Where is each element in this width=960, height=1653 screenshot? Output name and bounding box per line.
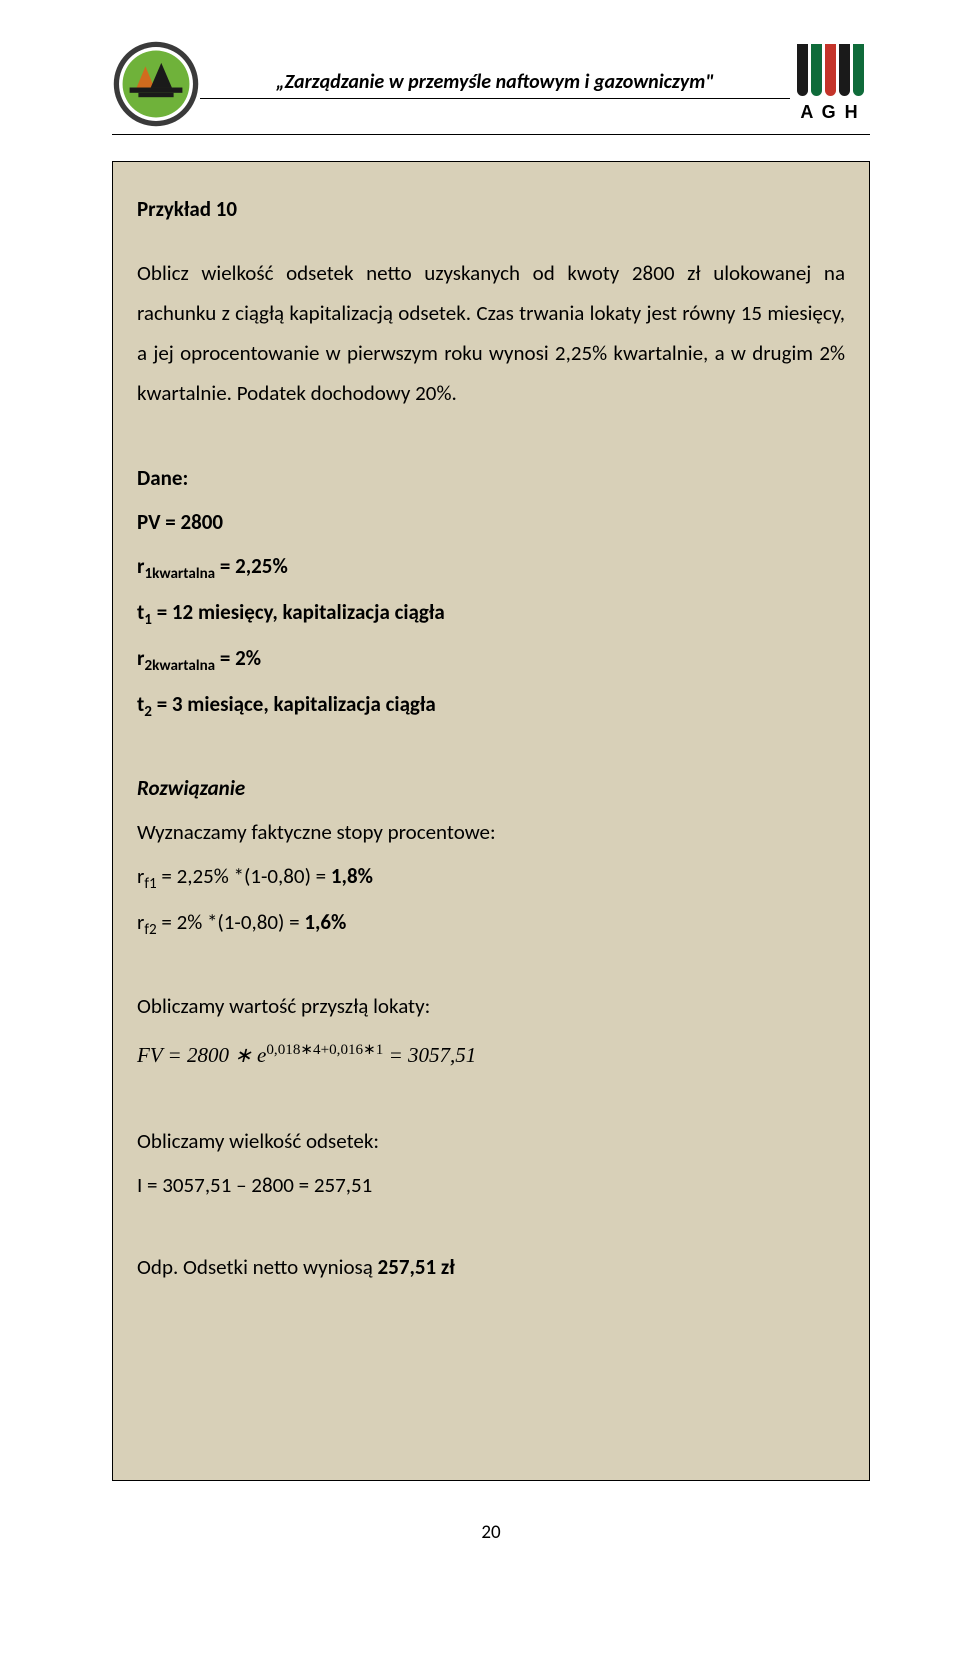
agh-stripes-icon bbox=[797, 44, 864, 96]
answer-line: Odp. Odsetki netto wyniosą 257,51 zł bbox=[137, 1248, 845, 1288]
agh-label: A G H bbox=[800, 102, 859, 123]
rf2-line: rf2 = 2% *(1-0,80) = 1,6% bbox=[137, 903, 845, 945]
header-title: „Zarządzanie w przemyśle naftowym i gazo… bbox=[200, 70, 790, 94]
rozwiazanie-label: Rozwiązanie bbox=[137, 769, 845, 809]
example-heading: Przykład 10 bbox=[137, 190, 845, 230]
dane-label: Dane: bbox=[137, 459, 845, 499]
page: „Zarządzanie w przemyśle naftowym i gazo… bbox=[0, 0, 960, 1653]
problem-text: Oblicz wielkość odsetek netto uzyskanych… bbox=[137, 254, 845, 414]
dane-t2: t2 = 3 miesiące, kapitalizacja ciągła bbox=[137, 685, 845, 727]
interest-line: I = 3057,51 – 2800 = 257,51 bbox=[137, 1166, 845, 1206]
content-box: Przykład 10 Oblicz wielkość odsetek nett… bbox=[112, 161, 870, 1481]
dane-pv: PV = 2800 bbox=[137, 503, 845, 543]
right-logo-icon: A G H bbox=[790, 44, 870, 124]
step3-intro: Obliczamy wielkość odsetek: bbox=[137, 1122, 845, 1162]
header-title-wrap: „Zarządzanie w przemyśle naftowym i gazo… bbox=[200, 70, 790, 99]
page-number: 20 bbox=[112, 1521, 870, 1544]
rf1-line: rf1 = 2,25% *(1-0,80) = 1,8% bbox=[137, 857, 845, 899]
dane-r2: r2kwartalna = 2% bbox=[137, 639, 845, 681]
fv-formula: FV = 2800 ∗ e0,018∗4+0,016∗1 = 3057,51 bbox=[137, 1036, 845, 1076]
dane-t1: t1 = 12 miesięcy, kapitalizacja ciągła bbox=[137, 593, 845, 635]
left-logo-icon bbox=[112, 40, 200, 128]
header-underline bbox=[200, 98, 790, 99]
header-divider bbox=[112, 134, 870, 135]
dane-r1: r1kwartalna = 2,25% bbox=[137, 547, 845, 589]
header-row: „Zarządzanie w przemyśle naftowym i gazo… bbox=[112, 40, 870, 128]
step1-intro: Wyznaczamy faktyczne stopy procentowe: bbox=[137, 813, 845, 853]
step2-intro: Obliczamy wartość przyszłą lokaty: bbox=[137, 987, 845, 1027]
